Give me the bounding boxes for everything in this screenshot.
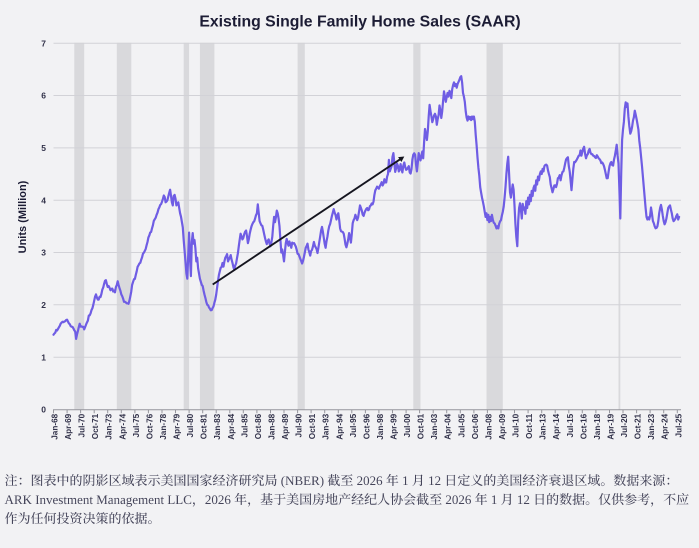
svg-text:5: 5	[41, 143, 46, 153]
svg-text:Apr-94: Apr-94	[335, 413, 344, 439]
svg-text:1: 1	[41, 352, 46, 362]
svg-text:Jul-15: Jul-15	[566, 413, 575, 437]
svg-text:Oct-11: Oct-11	[525, 413, 534, 438]
svg-text:Jan-68: Jan-68	[51, 413, 60, 439]
svg-text:Jul-05: Jul-05	[457, 413, 466, 437]
svg-text:6: 6	[41, 91, 46, 101]
svg-text:Oct-91: Oct-91	[308, 413, 317, 439]
svg-text:Jul-95: Jul-95	[349, 413, 358, 437]
svg-text:Jan-23: Jan-23	[647, 413, 656, 439]
svg-text:Jul-80: Jul-80	[186, 413, 195, 437]
svg-text:Jul-70: Jul-70	[78, 413, 87, 437]
svg-text:Apr-99: Apr-99	[390, 413, 399, 439]
svg-text:Oct-16: Oct-16	[579, 413, 588, 439]
svg-text:7: 7	[41, 38, 46, 48]
svg-text:Existing Single Family Home Sa: Existing Single Family Home Sales (SAAR)	[199, 14, 520, 31]
svg-text:Oct-21: Oct-21	[634, 413, 643, 439]
svg-text:Apr-74: Apr-74	[118, 413, 127, 439]
svg-text:Oct-76: Oct-76	[145, 413, 154, 439]
svg-text:Oct-71: Oct-71	[91, 413, 100, 439]
svg-text:Jan-93: Jan-93	[322, 413, 331, 439]
svg-text:Apr-24: Apr-24	[661, 413, 670, 439]
svg-text:4: 4	[41, 195, 46, 205]
svg-text:Apr-14: Apr-14	[552, 413, 561, 439]
svg-text:Jul-00: Jul-00	[403, 413, 412, 437]
svg-text:Jan-98: Jan-98	[376, 413, 385, 439]
svg-text:Oct-06: Oct-06	[471, 413, 480, 439]
svg-text:Jan-18: Jan-18	[593, 413, 602, 439]
svg-text:Apr-79: Apr-79	[173, 413, 182, 439]
svg-text:Units (Million): Units (Million)	[17, 180, 29, 253]
svg-text:3: 3	[41, 248, 46, 258]
svg-text:Jul-25: Jul-25	[674, 413, 683, 437]
svg-text:Jan-03: Jan-03	[430, 413, 439, 439]
svg-text:Oct-01: Oct-01	[417, 413, 426, 439]
svg-text:Oct-86: Oct-86	[254, 413, 263, 439]
svg-text:Jan-08: Jan-08	[484, 413, 493, 439]
svg-text:Jul-20: Jul-20	[620, 413, 629, 437]
svg-text:Jan-78: Jan-78	[159, 413, 168, 439]
svg-text:Apr-19: Apr-19	[607, 413, 616, 439]
svg-text:Apr-89: Apr-89	[281, 413, 290, 439]
svg-text:Apr-09: Apr-09	[498, 413, 507, 439]
svg-text:Jan-83: Jan-83	[213, 413, 222, 439]
svg-text:Apr-84: Apr-84	[227, 413, 236, 439]
svg-text:Jan-13: Jan-13	[539, 413, 548, 439]
svg-text:Jan-73: Jan-73	[105, 413, 114, 439]
svg-text:2: 2	[41, 300, 46, 310]
svg-text:Jul-75: Jul-75	[132, 413, 141, 437]
svg-text:Jan-88: Jan-88	[268, 413, 277, 439]
svg-text:Jul-85: Jul-85	[240, 413, 249, 437]
svg-text:Oct-81: Oct-81	[200, 413, 209, 439]
svg-text:0: 0	[41, 405, 46, 415]
svg-text:Oct-96: Oct-96	[362, 413, 371, 439]
svg-text:Apr-04: Apr-04	[444, 413, 453, 439]
svg-text:Jul-90: Jul-90	[295, 413, 304, 437]
svg-text:Apr-69: Apr-69	[64, 413, 73, 439]
svg-text:Jul-10: Jul-10	[512, 413, 521, 437]
